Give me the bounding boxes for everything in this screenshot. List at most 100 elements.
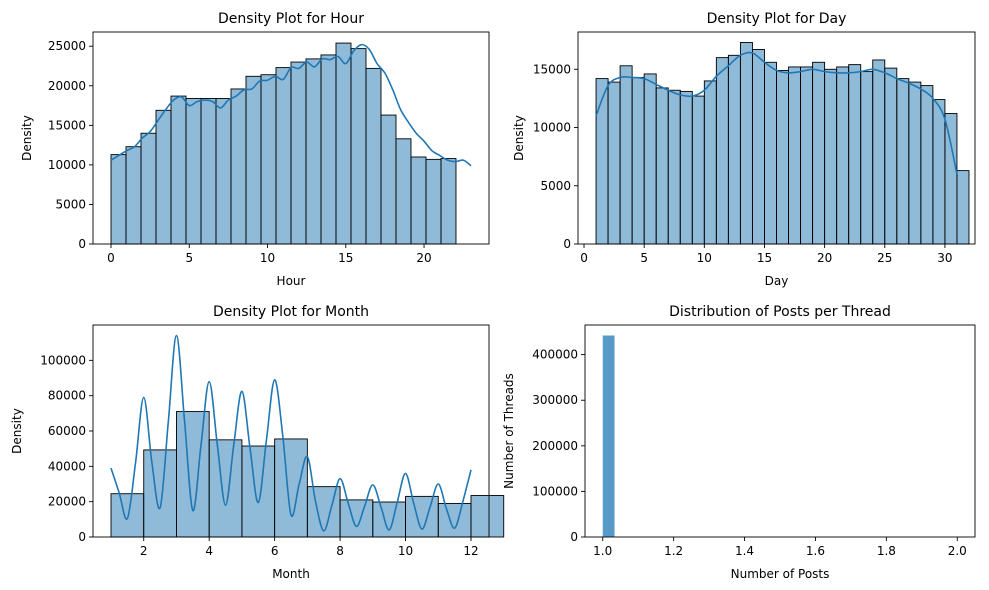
x-tick-label: 1.2 bbox=[664, 544, 683, 558]
histogram-bar bbox=[956, 170, 970, 245]
histogram-bar bbox=[425, 158, 442, 245]
x-tick-label: 15 bbox=[757, 251, 772, 265]
y-tick-label: 400000 bbox=[532, 348, 578, 362]
y-tick-label: 10000 bbox=[533, 121, 571, 135]
histogram-bar bbox=[395, 138, 412, 245]
histogram-bar bbox=[305, 58, 322, 245]
x-tick-label: 0 bbox=[580, 251, 588, 265]
histogram-bar bbox=[872, 59, 886, 245]
histogram-bar bbox=[703, 80, 717, 245]
histogram-bar bbox=[667, 89, 681, 245]
y-tick-label: 0 bbox=[78, 530, 86, 544]
histogram-bar bbox=[155, 109, 172, 245]
histogram-bar bbox=[715, 57, 729, 245]
histogram-bar bbox=[848, 64, 862, 245]
x-tick-label: 25 bbox=[877, 251, 892, 265]
axes-frame bbox=[577, 31, 976, 245]
x-tick-label: 20 bbox=[416, 251, 431, 265]
histogram-bar bbox=[800, 66, 814, 245]
x-tick-label: 15 bbox=[338, 251, 353, 265]
histogram-bar bbox=[170, 95, 187, 245]
x-tick-label: 6 bbox=[271, 544, 279, 558]
y-tick-label: 0 bbox=[78, 237, 86, 251]
histogram-bar bbox=[944, 113, 958, 245]
y-tick-label: 15000 bbox=[533, 62, 571, 76]
y-tick-label: 20000 bbox=[48, 79, 86, 93]
histogram-bar bbox=[812, 61, 826, 245]
histogram-bar bbox=[241, 445, 276, 538]
histogram-bar bbox=[176, 411, 210, 538]
x-tick-label: 8 bbox=[336, 544, 344, 558]
histogram-bar bbox=[643, 73, 657, 245]
histogram-bar bbox=[365, 67, 382, 245]
y-tick-label: 100000 bbox=[532, 484, 578, 498]
kde-line bbox=[595, 51, 958, 175]
subplot-2: 0 5 10 15 20 25 30 0 5000 10000 15000 Density Plot … bbox=[512, 11, 976, 288]
histogram-bar bbox=[230, 88, 247, 245]
histogram-bar bbox=[260, 74, 277, 245]
x-axis-label: Hour bbox=[277, 274, 306, 288]
y-tick-label: 100000 bbox=[40, 353, 86, 367]
y-tick-label: 5000 bbox=[55, 197, 86, 211]
x-tick-label: 1.8 bbox=[877, 544, 896, 558]
y-tick-label: 80000 bbox=[48, 389, 86, 403]
x-tick-label: 20 bbox=[817, 251, 832, 265]
x-axis-label: Number of Posts bbox=[731, 567, 830, 581]
subplot-4: 1.0 1.2 1.4 1.6 1.8 2.0 0 100000 200000 300000 400… bbox=[502, 304, 976, 581]
histogram-bar bbox=[245, 75, 262, 245]
histogram-bar bbox=[788, 66, 802, 245]
axes-frame bbox=[584, 324, 976, 538]
kde-line bbox=[110, 43, 472, 167]
x-tick-label: 0 bbox=[107, 251, 115, 265]
histogram-bar bbox=[607, 81, 621, 245]
histogram-bar bbox=[655, 87, 669, 245]
histogram-bar bbox=[619, 65, 633, 245]
histogram-bar bbox=[275, 67, 292, 245]
histogram-bar bbox=[470, 495, 505, 538]
histogram-bar bbox=[185, 97, 202, 245]
histogram-bar bbox=[437, 502, 472, 538]
histogram-bar bbox=[932, 99, 946, 245]
x-tick-label: 5 bbox=[640, 251, 648, 265]
histogram-bar bbox=[764, 61, 777, 245]
y-tick-label: 10000 bbox=[48, 158, 86, 172]
histogram-bar bbox=[290, 61, 307, 245]
chart-title: Density Plot for Month bbox=[213, 304, 369, 320]
subplot-3: 2 4 6 8 10 12 0 20000 40000 60000 80000 100000 Densi… bbox=[10, 304, 505, 581]
histogram-bar bbox=[751, 49, 765, 245]
x-tick-label: 5 bbox=[185, 251, 193, 265]
x-tick-label: 10 bbox=[697, 251, 712, 265]
histogram-bar bbox=[776, 69, 789, 245]
y-tick-label: 0 bbox=[563, 237, 571, 251]
histogram-bar bbox=[339, 499, 374, 538]
histogram-bar bbox=[602, 335, 615, 537]
chart-title: Density Plot for Hour bbox=[218, 11, 364, 27]
histogram-bar bbox=[125, 146, 142, 245]
histogram-bar bbox=[836, 66, 850, 245]
y-tick-label: 0 bbox=[570, 530, 578, 544]
y-tick-label: 25000 bbox=[48, 39, 86, 53]
histogram-bar bbox=[380, 114, 397, 245]
x-tick-label: 4 bbox=[205, 544, 213, 558]
x-tick-label: 1.4 bbox=[735, 544, 754, 558]
histogram-bar bbox=[595, 78, 609, 245]
histogram-bar bbox=[691, 95, 705, 245]
histogram-bar bbox=[143, 449, 177, 538]
histogram-bar bbox=[320, 54, 337, 245]
histogram-bar bbox=[908, 81, 922, 245]
histogram-bar bbox=[335, 42, 352, 245]
x-tick-label: 30 bbox=[937, 251, 952, 265]
histogram-bar bbox=[110, 154, 127, 245]
x-tick-label: 1.0 bbox=[593, 544, 612, 558]
x-axis-label: Day bbox=[765, 274, 789, 288]
y-tick-label: 40000 bbox=[48, 459, 86, 473]
histogram-bar bbox=[679, 90, 693, 245]
y-tick-label: 200000 bbox=[532, 439, 578, 453]
histogram-bar bbox=[200, 97, 217, 245]
x-tick-label: 2 bbox=[140, 544, 148, 558]
y-tick-label: 15000 bbox=[48, 118, 86, 132]
y-tick-label: 60000 bbox=[48, 424, 86, 438]
x-tick-label: 10 bbox=[398, 544, 413, 558]
histogram-bar bbox=[350, 48, 367, 245]
histogram-bar bbox=[727, 54, 741, 245]
